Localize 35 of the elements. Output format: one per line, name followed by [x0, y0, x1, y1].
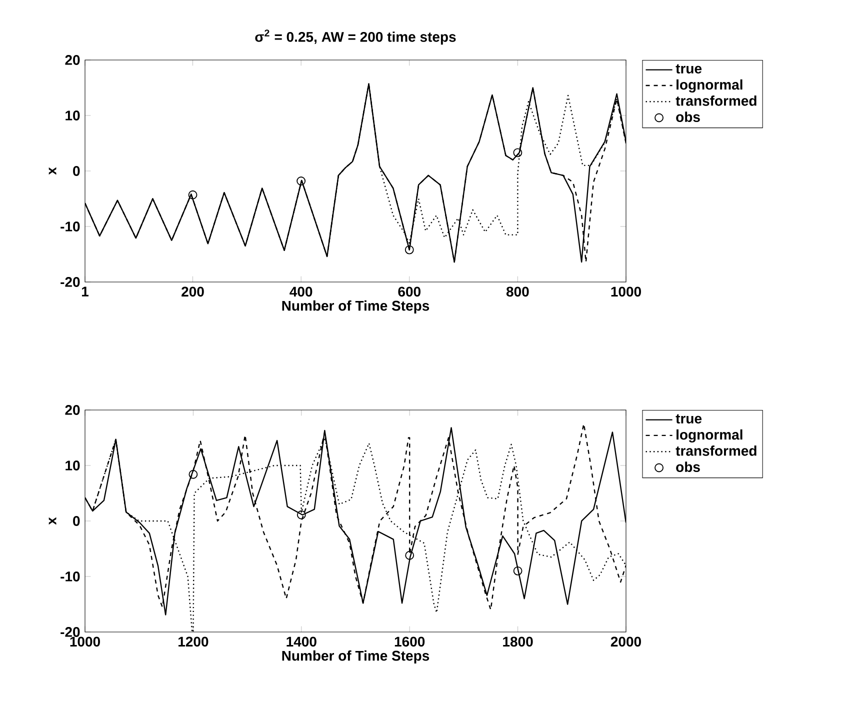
y-tick-label: 10 — [66, 110, 80, 120]
legend-label: obs — [676, 112, 700, 122]
x-tick-label: 400 — [290, 286, 312, 297]
x-tick-label: 1400 — [286, 636, 316, 647]
chart-title: σ$^{2}$ = 0.25, AW = 200 time steps — [255, 30, 456, 45]
x-tick-label: 1000 — [70, 636, 100, 647]
legend-label: lognormal — [676, 429, 742, 443]
y-axis-title: x — [48, 517, 56, 525]
y-tick-label: 20 — [65, 405, 80, 415]
x-tick-label: 1600 — [394, 636, 425, 647]
y-tick-label: 0 — [73, 516, 80, 526]
x-tick-label: 200 — [182, 286, 204, 297]
x-tick-label: 1800 — [503, 636, 533, 647]
y-tick-label: -10 — [60, 572, 80, 582]
legend-label: transformed — [676, 96, 756, 106]
y-tick-label: 10 — [66, 460, 80, 470]
legend-label: lognormal — [676, 79, 742, 93]
x-tick-label: 800 — [506, 286, 529, 297]
y-tick-label: -10 — [60, 222, 80, 232]
y-tick-label: -20 — [60, 277, 80, 287]
y-tick-label: -20 — [60, 627, 80, 637]
y-tick-label: 20 — [65, 55, 80, 65]
x-axis-title: Number of Time Steps — [282, 650, 430, 664]
x-tick-label: 600 — [398, 286, 420, 297]
x-tick-label: 2000 — [610, 636, 641, 647]
y-axis-title: x — [48, 167, 56, 175]
y-tick-label: 0 — [73, 166, 80, 176]
legend-label: transformed — [676, 446, 756, 456]
legend-label: true — [676, 414, 702, 424]
x-tick-label: 1 — [82, 286, 88, 296]
x-tick-label: 1200 — [178, 636, 208, 647]
x-axis-title: Number of Time Steps — [282, 300, 430, 314]
legend-label: true — [676, 64, 702, 74]
legend-label: obs — [676, 462, 700, 472]
x-tick-label: 1000 — [611, 286, 641, 297]
